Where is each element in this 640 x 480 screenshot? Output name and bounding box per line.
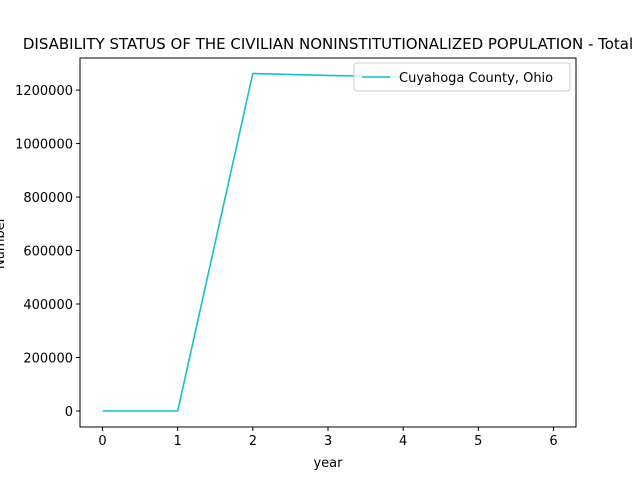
y-axis-ticks: 0 200000 400000 600000 800000 1000000 1200000 <box>15 84 80 420</box>
x-tick-label: 6 <box>549 434 557 449</box>
y-tick-label: 0 <box>65 405 73 420</box>
y-tick-label: 400000 <box>23 298 73 313</box>
series-line-0 <box>102 72 404 412</box>
legend-label: Cuyahoga County, Ohio <box>399 71 553 86</box>
x-tick-label: 3 <box>324 434 332 449</box>
legend-box <box>353 62 571 92</box>
data-point <box>252 73 254 75</box>
x-tick-label: 1 <box>174 434 182 449</box>
legend: Cuyahoga County, Ohio <box>353 62 571 92</box>
y-tick-label: 200000 <box>23 351 73 366</box>
x-tick-label: 0 <box>98 434 106 449</box>
data-point <box>102 410 104 412</box>
y-tick-label: 800000 <box>23 191 73 206</box>
x-axis-ticks: 0 1 2 3 4 5 6 <box>98 427 558 449</box>
chart-title: DISABILITY STATUS OF THE CIVILIAN NONINS… <box>23 35 633 53</box>
y-tick-label: 600000 <box>23 245 73 260</box>
x-tick-label: 2 <box>249 434 257 449</box>
y-tick-label: 1000000 <box>15 138 73 153</box>
y-axis-label: Number <box>0 216 8 269</box>
x-tick-label: 4 <box>399 434 407 449</box>
data-point <box>177 410 179 412</box>
x-axis-label: year <box>313 456 343 471</box>
y-tick-label: 1200000 <box>15 84 73 99</box>
x-tick-label: 5 <box>474 434 482 449</box>
data-point <box>327 75 329 77</box>
